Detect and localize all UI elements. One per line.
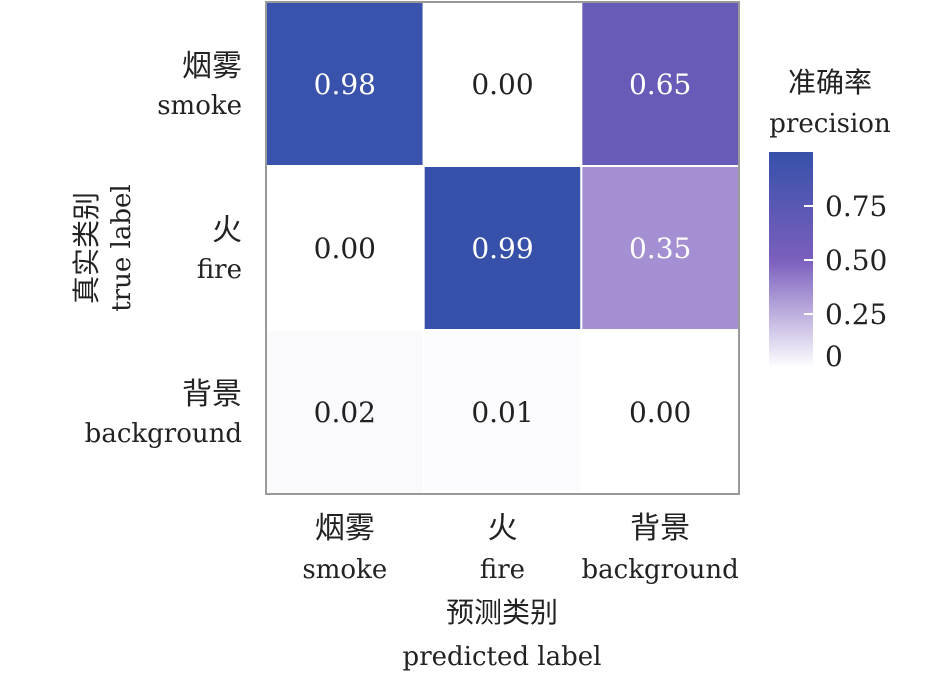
cell-value-label: 0.00 [471,68,533,101]
colorbar-title-zh: 准确率 [788,66,872,99]
row-label-en: fire [197,255,242,285]
x-axis-title-en: predicted label [403,642,602,672]
row-label-zh: 火 [212,213,242,248]
column-label-en: background [582,555,739,585]
heatmap-cell [422,165,583,331]
cell-value-label: 0.65 [629,68,691,101]
cell-value-label: 0.01 [471,396,533,429]
column-label-zh: 烟雾 [315,511,375,546]
column-label-zh: 背景 [630,511,690,546]
column-label-en: smoke [302,555,387,585]
heatmap-cell [422,1,583,167]
cell-value-label: 0.00 [629,396,691,429]
x-axis-title-zh: 预测类别 [446,596,558,629]
matrix-frame [265,1,740,495]
cell-value-label: 0.02 [314,396,376,429]
colorbar-tick-label: 0.25 [825,298,887,331]
row-labels: 烟雾 smoke 火 fire 背景 background [85,49,242,449]
colorbar-tick-label: 0.50 [825,244,887,277]
heatmap-cell [265,165,425,331]
y-axis-title-en: true label [107,184,137,311]
cell-value-label: 0.99 [471,232,533,265]
row-label-en: background [85,419,242,449]
row-label-zh: 背景 [182,377,242,412]
heatmap-cell [422,329,583,495]
heatmap-cells: 0.98 0.00 0.65 0.00 0.99 0.35 0.02 0.01 0.00 [265,1,740,495]
cell-value-label: 0.00 [314,232,376,265]
heatmap-cell [265,1,425,167]
colorbar-title-en: precision [769,109,891,139]
column-label-en: fire [480,555,525,585]
cell-value-label: 0.35 [629,232,691,265]
row-label-zh: 烟雾 [182,49,242,84]
column-label-zh: 火 [488,511,518,546]
row-label-en: smoke [157,91,242,121]
colorbar-tick-label: 0.75 [825,190,887,223]
colorbar-tick-label: 0 [825,340,843,373]
colorbar-ticks: 0.75 0.50 0.25 0 [804,190,887,373]
y-axis-title-zh: 真实类别 [70,192,103,304]
cell-value-label: 0.98 [314,68,376,101]
heatmap-cell [580,165,740,331]
column-labels: 烟雾 smoke 火 fire 背景 background [302,511,738,585]
